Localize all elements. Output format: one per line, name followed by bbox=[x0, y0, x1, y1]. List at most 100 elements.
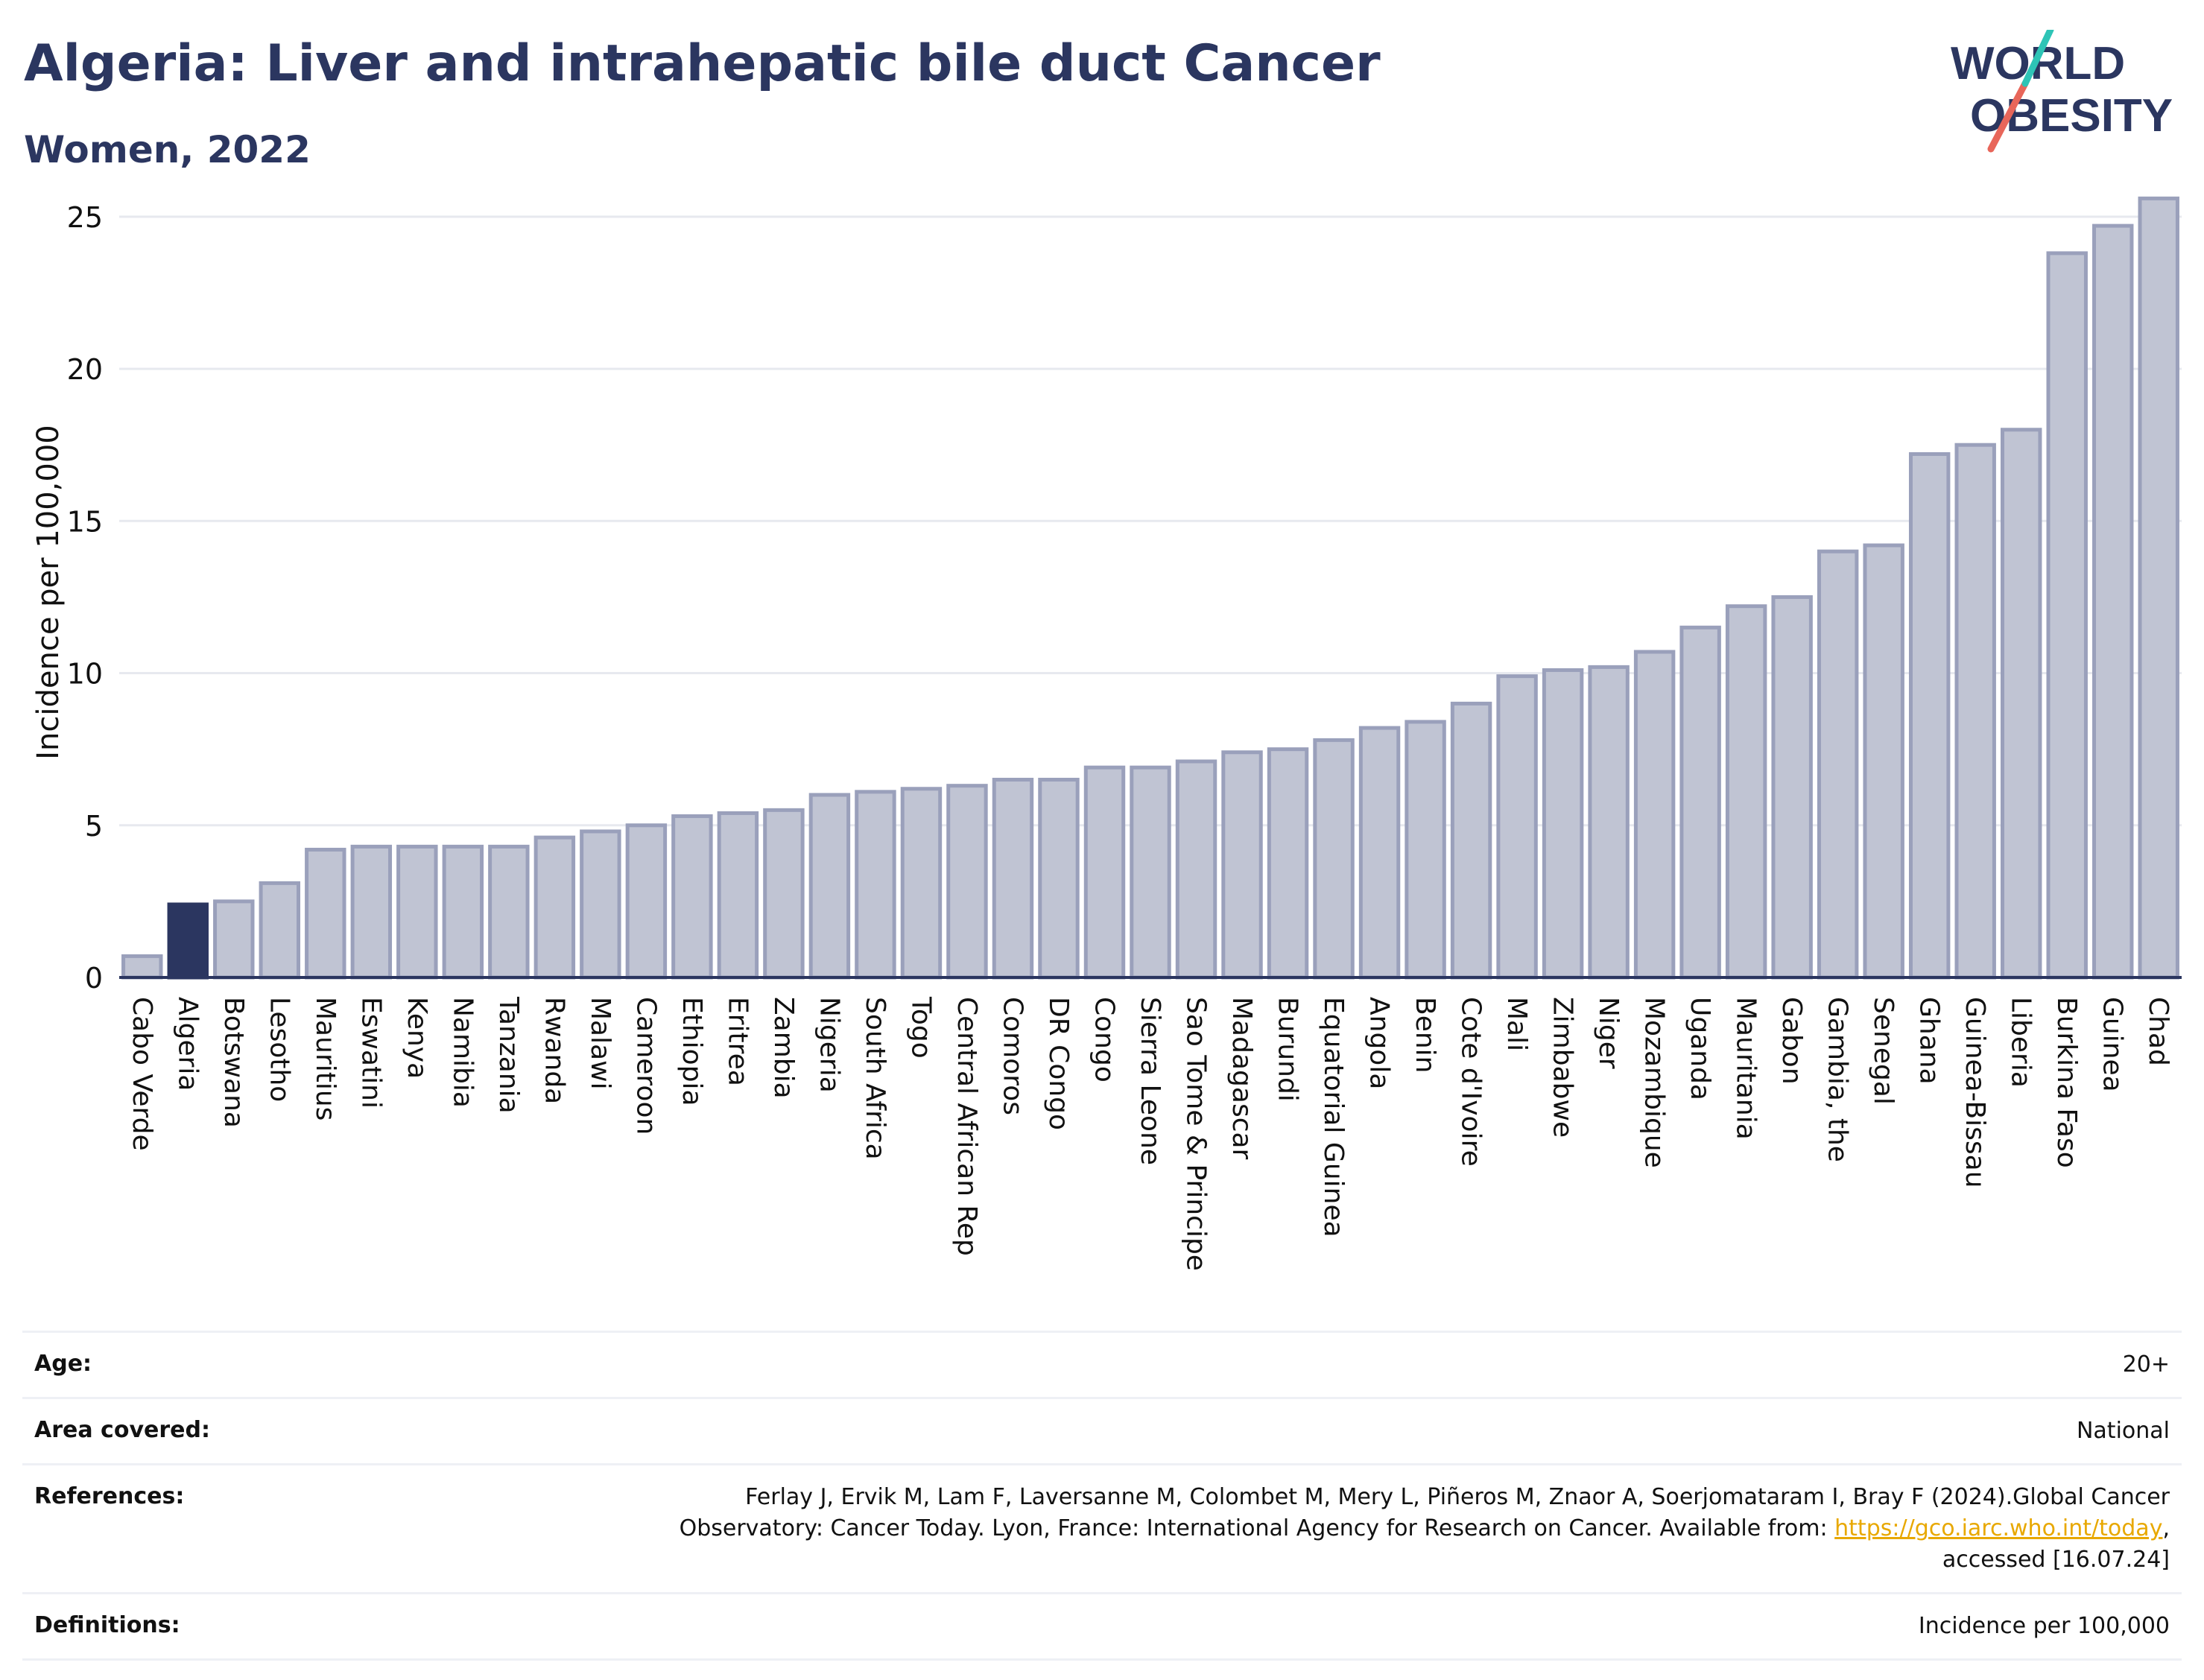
x-tick-label: Uganda bbox=[1685, 997, 1715, 1100]
bar-togo bbox=[900, 787, 943, 980]
bar-guinea bbox=[2092, 224, 2134, 980]
references-label: References: bbox=[34, 1483, 185, 1509]
x-tick-label: Kenya bbox=[402, 997, 432, 1079]
x-tick-label: Sao Tome & Principe bbox=[1181, 997, 1212, 1271]
bar-congo bbox=[1083, 765, 1126, 980]
meta-row-area: Area covered: National bbox=[22, 1397, 2182, 1463]
definitions-label: Definitions: bbox=[34, 1612, 180, 1638]
x-tick-label: Equatorial Guinea bbox=[1318, 997, 1349, 1237]
y-tick-label: 0 bbox=[85, 962, 103, 995]
age-label: Age: bbox=[34, 1351, 92, 1377]
x-tick-label: Cameroon bbox=[630, 997, 661, 1135]
bar-gabon bbox=[1771, 595, 1813, 980]
bar-botswana bbox=[213, 899, 255, 980]
x-tick-label: Mauritius bbox=[310, 997, 341, 1120]
bar-angola bbox=[1358, 726, 1401, 980]
x-tick-label: Niger bbox=[1593, 997, 1624, 1069]
bar-kenya bbox=[396, 844, 438, 980]
x-tick-label: Tanzania bbox=[493, 996, 524, 1114]
bar-mozambique bbox=[1633, 650, 1676, 980]
x-tick-label: Gambia, the bbox=[1823, 997, 1853, 1162]
x-tick-label: Mauritania bbox=[1731, 997, 1761, 1140]
bar-malawi bbox=[580, 829, 621, 980]
y-tick-label: 25 bbox=[67, 201, 103, 234]
x-tick-label: Gabon bbox=[1776, 997, 1807, 1085]
bars bbox=[121, 196, 2179, 980]
bar-mauritius bbox=[305, 847, 346, 980]
world-obesity-logo: WORLD OBESITY bbox=[1951, 30, 2173, 153]
bar-chad bbox=[2138, 196, 2179, 980]
x-tick-label: Togo bbox=[905, 996, 936, 1059]
bar-liberia bbox=[2000, 428, 2042, 980]
bar-rwanda bbox=[533, 835, 576, 980]
bar-lesotho bbox=[259, 881, 301, 980]
bar-gambia-the bbox=[1817, 549, 1859, 980]
logo-accent-red bbox=[1987, 80, 2029, 153]
area-value: National bbox=[2076, 1418, 2170, 1444]
x-tick-label: Ethiopia bbox=[677, 997, 707, 1106]
bar-eritrea bbox=[717, 811, 759, 980]
y-tick-label: 5 bbox=[85, 810, 103, 843]
references-line3: accessed [16.07.24] bbox=[1942, 1547, 2170, 1573]
x-tick-label: Burkina Faso bbox=[2051, 997, 2082, 1168]
logo-accent-teal bbox=[2021, 30, 2054, 87]
bar-comoros bbox=[992, 778, 1034, 980]
references-link[interactable]: https://gco.iarc.who.int/today bbox=[1834, 1515, 2163, 1541]
meta-row-references: References: Ferlay J, Ervik M, Lam F, La… bbox=[22, 1463, 2182, 1592]
references-line2-post: , bbox=[2162, 1515, 2170, 1541]
bar-guinea-bissau bbox=[1954, 443, 1996, 980]
metadata-table: Age: 20+ Area covered: National Referenc… bbox=[22, 1331, 2182, 1661]
x-tick-label: South Africa bbox=[860, 997, 890, 1160]
bar-south-africa bbox=[855, 790, 896, 980]
x-tick-label: Mali bbox=[1501, 997, 1532, 1051]
bar-ethiopia bbox=[671, 814, 713, 980]
page-title: Algeria: Liver and intrahepatic bile duc… bbox=[24, 34, 1381, 93]
bar-ghana bbox=[1908, 451, 1951, 980]
bar-equatorial-guinea bbox=[1313, 738, 1355, 980]
y-tick-label: 10 bbox=[67, 658, 103, 691]
x-tick-label: Ghana bbox=[1914, 997, 1945, 1085]
x-tick-label: Eswatini bbox=[355, 997, 386, 1109]
meta-row-definitions: Definitions: Incidence per 100,000 bbox=[22, 1592, 2182, 1661]
x-tick-label: Benin bbox=[1410, 997, 1440, 1073]
bar-cabo-verde bbox=[121, 954, 163, 980]
x-tick-label: Sierra Leone bbox=[1135, 997, 1165, 1165]
bar-sao-tome-principe bbox=[1175, 759, 1217, 980]
x-tick-label: Central African Rep bbox=[951, 997, 982, 1256]
bar-eswatini bbox=[350, 844, 393, 980]
bar-zimbabwe bbox=[1542, 668, 1584, 980]
y-axis-label: Incidence per 100,000 bbox=[31, 425, 66, 760]
bar-senegal bbox=[1863, 543, 1904, 980]
x-tick-label: Chad bbox=[2143, 997, 2173, 1066]
page-subtitle: Women, 2022 bbox=[24, 128, 311, 171]
x-tick-label: Guinea bbox=[2097, 997, 2128, 1092]
x-tick-label: Botswana bbox=[218, 997, 249, 1128]
x-tick-label: Namibia bbox=[447, 997, 478, 1108]
x-tick-label: Guinea-Bissau bbox=[1960, 997, 1990, 1188]
x-tick-label: Burundi bbox=[1273, 997, 1303, 1102]
references-line2-pre: Observatory: Cancer Today. Lyon, France:… bbox=[679, 1515, 1835, 1541]
bar-algeria bbox=[167, 902, 209, 980]
bar-cote-d-ivoire bbox=[1450, 701, 1492, 980]
x-tick-label: Comoros bbox=[997, 997, 1027, 1115]
x-tick-label: Eritrea bbox=[722, 997, 753, 1086]
x-tick-label: Zimbabwe bbox=[1548, 997, 1578, 1138]
references-value: Ferlay J, Ervik M, Lam F, Laversanne M, … bbox=[22, 1465, 2182, 1592]
x-tick-label: Liberia bbox=[2006, 997, 2036, 1088]
logo-line2: OBESITY bbox=[1970, 90, 2173, 142]
x-tick-label: Senegal bbox=[1868, 997, 1899, 1105]
bar-central-african-rep bbox=[946, 784, 988, 980]
x-tick-label: Madagascar bbox=[1226, 997, 1257, 1160]
x-tick-label: Algeria bbox=[172, 997, 203, 1091]
bar-dr-congo bbox=[1038, 778, 1080, 980]
y-tick-label: 20 bbox=[67, 353, 103, 386]
x-tick-label: Cote d'Ivoire bbox=[1456, 997, 1486, 1167]
bar-mali bbox=[1496, 674, 1538, 980]
x-tick-label: DR Congo bbox=[1043, 997, 1074, 1130]
bar-chart: 0 5 10 15 20 25 Cabo Verde Algeria Botswana Lesot… bbox=[31, 196, 2182, 1271]
bar-sierra-leone bbox=[1130, 765, 1171, 980]
bar-uganda bbox=[1679, 625, 1721, 980]
axes: 0 5 10 15 20 25 Cabo Verde Algeria Botswana Lesot… bbox=[67, 201, 2182, 1271]
area-label: Area covered: bbox=[34, 1417, 210, 1443]
meta-row-age: Age: 20+ bbox=[22, 1331, 2182, 1397]
